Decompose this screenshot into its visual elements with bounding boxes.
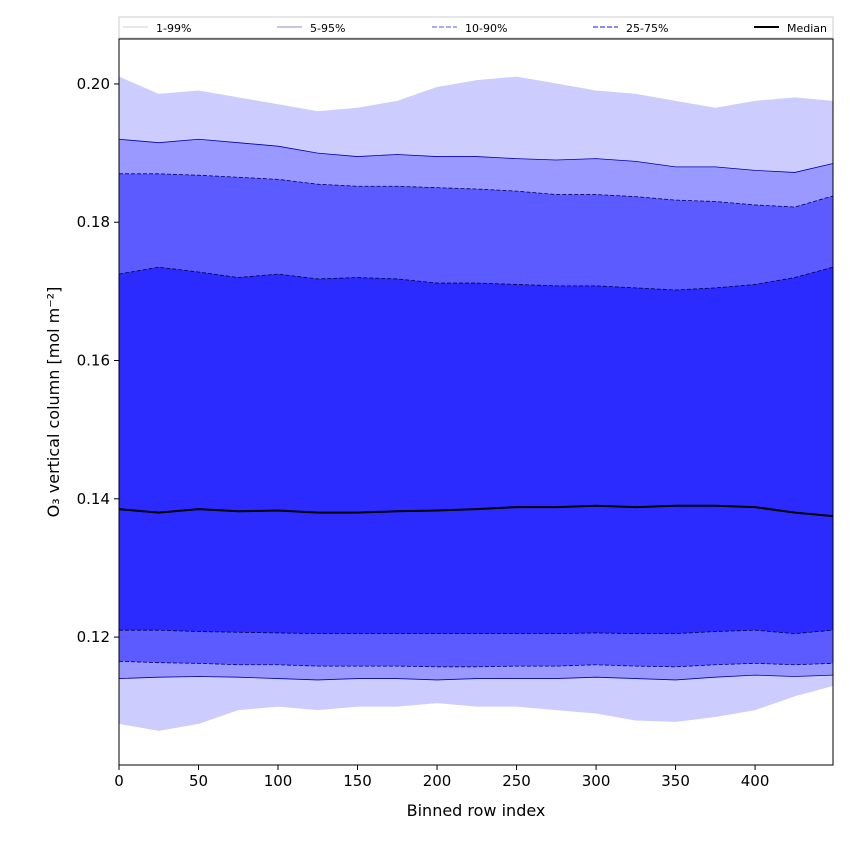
y-tick-label: 0.14: [77, 490, 110, 508]
bands-layer: [119, 77, 833, 731]
x-axis-ticks: 0 50 100 150 200 250 300 350 400: [114, 765, 769, 790]
x-tick-label: 350: [661, 772, 690, 790]
x-axis-label: Binned row index: [407, 801, 546, 820]
x-tick-label: 300: [582, 772, 611, 790]
legend-label-10-90: 10-90%: [465, 22, 507, 35]
x-tick-label: 100: [264, 772, 293, 790]
band-25-75-upper-edge: [118, 266, 834, 291]
band-5-95-upper-edge: [118, 138, 834, 173]
y-tick-label: 0.12: [77, 628, 110, 646]
band-25-75-lower-edge: [119, 629, 834, 635]
x-tick-label: 200: [423, 772, 452, 790]
y-tick-label: 0.18: [77, 213, 110, 231]
x-tick-label: 400: [741, 772, 770, 790]
legend-label-median: Median: [787, 22, 827, 35]
x-tick-label: 250: [502, 772, 531, 790]
x-tick-label: 150: [343, 772, 372, 790]
legend-label-25-75: 25-75%: [626, 22, 668, 35]
band-5-95-lower-edge: [118, 674, 834, 681]
legend-label-5-95: 5-95%: [310, 22, 345, 35]
y-tick-label: 0.16: [77, 352, 110, 370]
plot-frame: [118, 38, 834, 766]
band-10-90-upper-edge: [119, 173, 834, 208]
legend-frame: [118, 16, 834, 39]
band-1-99-upper-edge: [118, 76, 834, 113]
band-edges-layer: [118, 76, 834, 731]
band-10-90-lower-edge: [118, 660, 834, 668]
y-axis-ticks: 0.12 0.14 0.16 0.18 0.20: [77, 75, 119, 646]
x-tick-label: 0: [114, 772, 124, 790]
y-axis-label: O₃ vertical column [mol m⁻²]: [44, 287, 63, 518]
median-layer: [118, 504, 834, 518]
legend-label-1-99: 1-99%: [156, 22, 191, 35]
y-tick-label: 0.20: [77, 75, 110, 93]
x-tick-label: 50: [189, 772, 208, 790]
median-line: [118, 504, 834, 518]
legend: 1-99% 5-95% 10-90% 25-75% Median: [118, 16, 834, 39]
band-25-75: [119, 267, 833, 634]
band-1-99-lower-edge: [118, 685, 834, 731]
